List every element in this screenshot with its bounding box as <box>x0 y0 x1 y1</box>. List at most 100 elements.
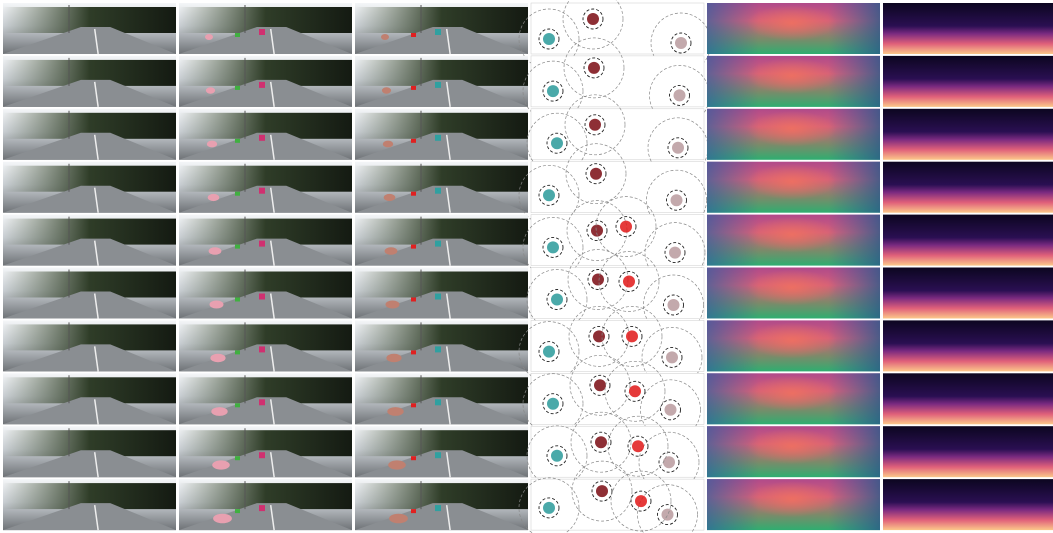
cluster <box>547 85 559 97</box>
cluster <box>543 502 555 514</box>
panel <box>883 373 1053 424</box>
depth-map <box>883 109 1053 160</box>
car <box>435 294 441 300</box>
cluster <box>543 33 555 45</box>
flow-blob <box>747 375 837 411</box>
car <box>259 82 265 88</box>
car <box>211 407 227 416</box>
panel <box>707 3 880 54</box>
car <box>205 34 213 40</box>
cluster <box>662 509 674 521</box>
panel <box>707 426 880 477</box>
car <box>213 514 232 524</box>
cluster <box>551 137 563 149</box>
cluster <box>587 13 599 25</box>
figure-grid <box>0 0 1053 533</box>
car <box>210 301 224 309</box>
cluster <box>596 485 608 497</box>
flow-blob <box>747 481 837 517</box>
car <box>235 139 240 143</box>
cluster <box>543 189 555 201</box>
car <box>259 29 265 35</box>
car <box>235 245 240 249</box>
panel <box>707 56 880 107</box>
car <box>411 509 416 513</box>
panel <box>883 426 1053 477</box>
panel <box>179 479 352 530</box>
car <box>435 29 441 35</box>
flow-blob <box>747 428 837 464</box>
cluster <box>665 404 677 416</box>
depth-map <box>883 215 1053 266</box>
car <box>411 192 416 196</box>
panel <box>707 109 880 160</box>
panel <box>883 56 1053 107</box>
cluster <box>672 142 684 154</box>
car <box>259 452 265 458</box>
car <box>435 399 441 405</box>
car <box>386 354 401 362</box>
panel <box>707 215 880 266</box>
panel <box>3 320 176 371</box>
car <box>235 298 240 302</box>
panel <box>355 3 528 54</box>
car <box>435 135 441 141</box>
car <box>435 188 441 194</box>
car <box>385 247 398 255</box>
flow-blob <box>747 111 837 147</box>
panel <box>355 479 528 530</box>
panel <box>3 268 176 319</box>
cluster <box>666 351 678 363</box>
cluster <box>590 168 602 180</box>
panel <box>355 268 528 319</box>
panel <box>179 426 352 477</box>
panel <box>883 320 1053 371</box>
car <box>435 82 441 88</box>
cluster <box>595 436 607 448</box>
car <box>259 346 265 352</box>
car <box>435 452 441 458</box>
cluster <box>635 495 647 507</box>
flow-blob <box>747 164 837 200</box>
panel <box>707 268 880 319</box>
car <box>389 514 408 524</box>
car <box>235 33 240 37</box>
panel <box>179 162 352 213</box>
cluster <box>663 456 675 468</box>
car <box>411 456 416 460</box>
cluster <box>668 299 680 311</box>
panel <box>3 56 176 107</box>
car <box>388 460 406 469</box>
panel <box>883 162 1053 213</box>
car <box>411 245 416 249</box>
car <box>209 247 222 255</box>
panel <box>3 373 176 424</box>
panel <box>3 215 176 266</box>
cluster <box>593 330 605 342</box>
car <box>384 194 396 201</box>
car <box>212 460 230 469</box>
car <box>208 194 220 201</box>
car <box>411 350 416 354</box>
car <box>259 399 265 405</box>
cluster <box>543 346 555 358</box>
car <box>235 509 240 513</box>
car <box>411 298 416 302</box>
car <box>387 407 403 416</box>
panel <box>355 373 528 424</box>
panel <box>707 373 880 424</box>
panel <box>883 3 1053 54</box>
flow-blob <box>747 217 837 253</box>
cluster <box>589 119 601 131</box>
depth-map <box>883 162 1053 213</box>
panel <box>355 215 528 266</box>
panel <box>3 426 176 477</box>
car <box>235 192 240 196</box>
page: (() => { const svg = document.getElement… <box>0 0 1053 533</box>
car <box>235 403 240 407</box>
cluster <box>669 247 681 259</box>
panel <box>179 215 352 266</box>
depth-map <box>883 426 1053 477</box>
cluster <box>629 385 641 397</box>
cluster <box>632 440 644 452</box>
